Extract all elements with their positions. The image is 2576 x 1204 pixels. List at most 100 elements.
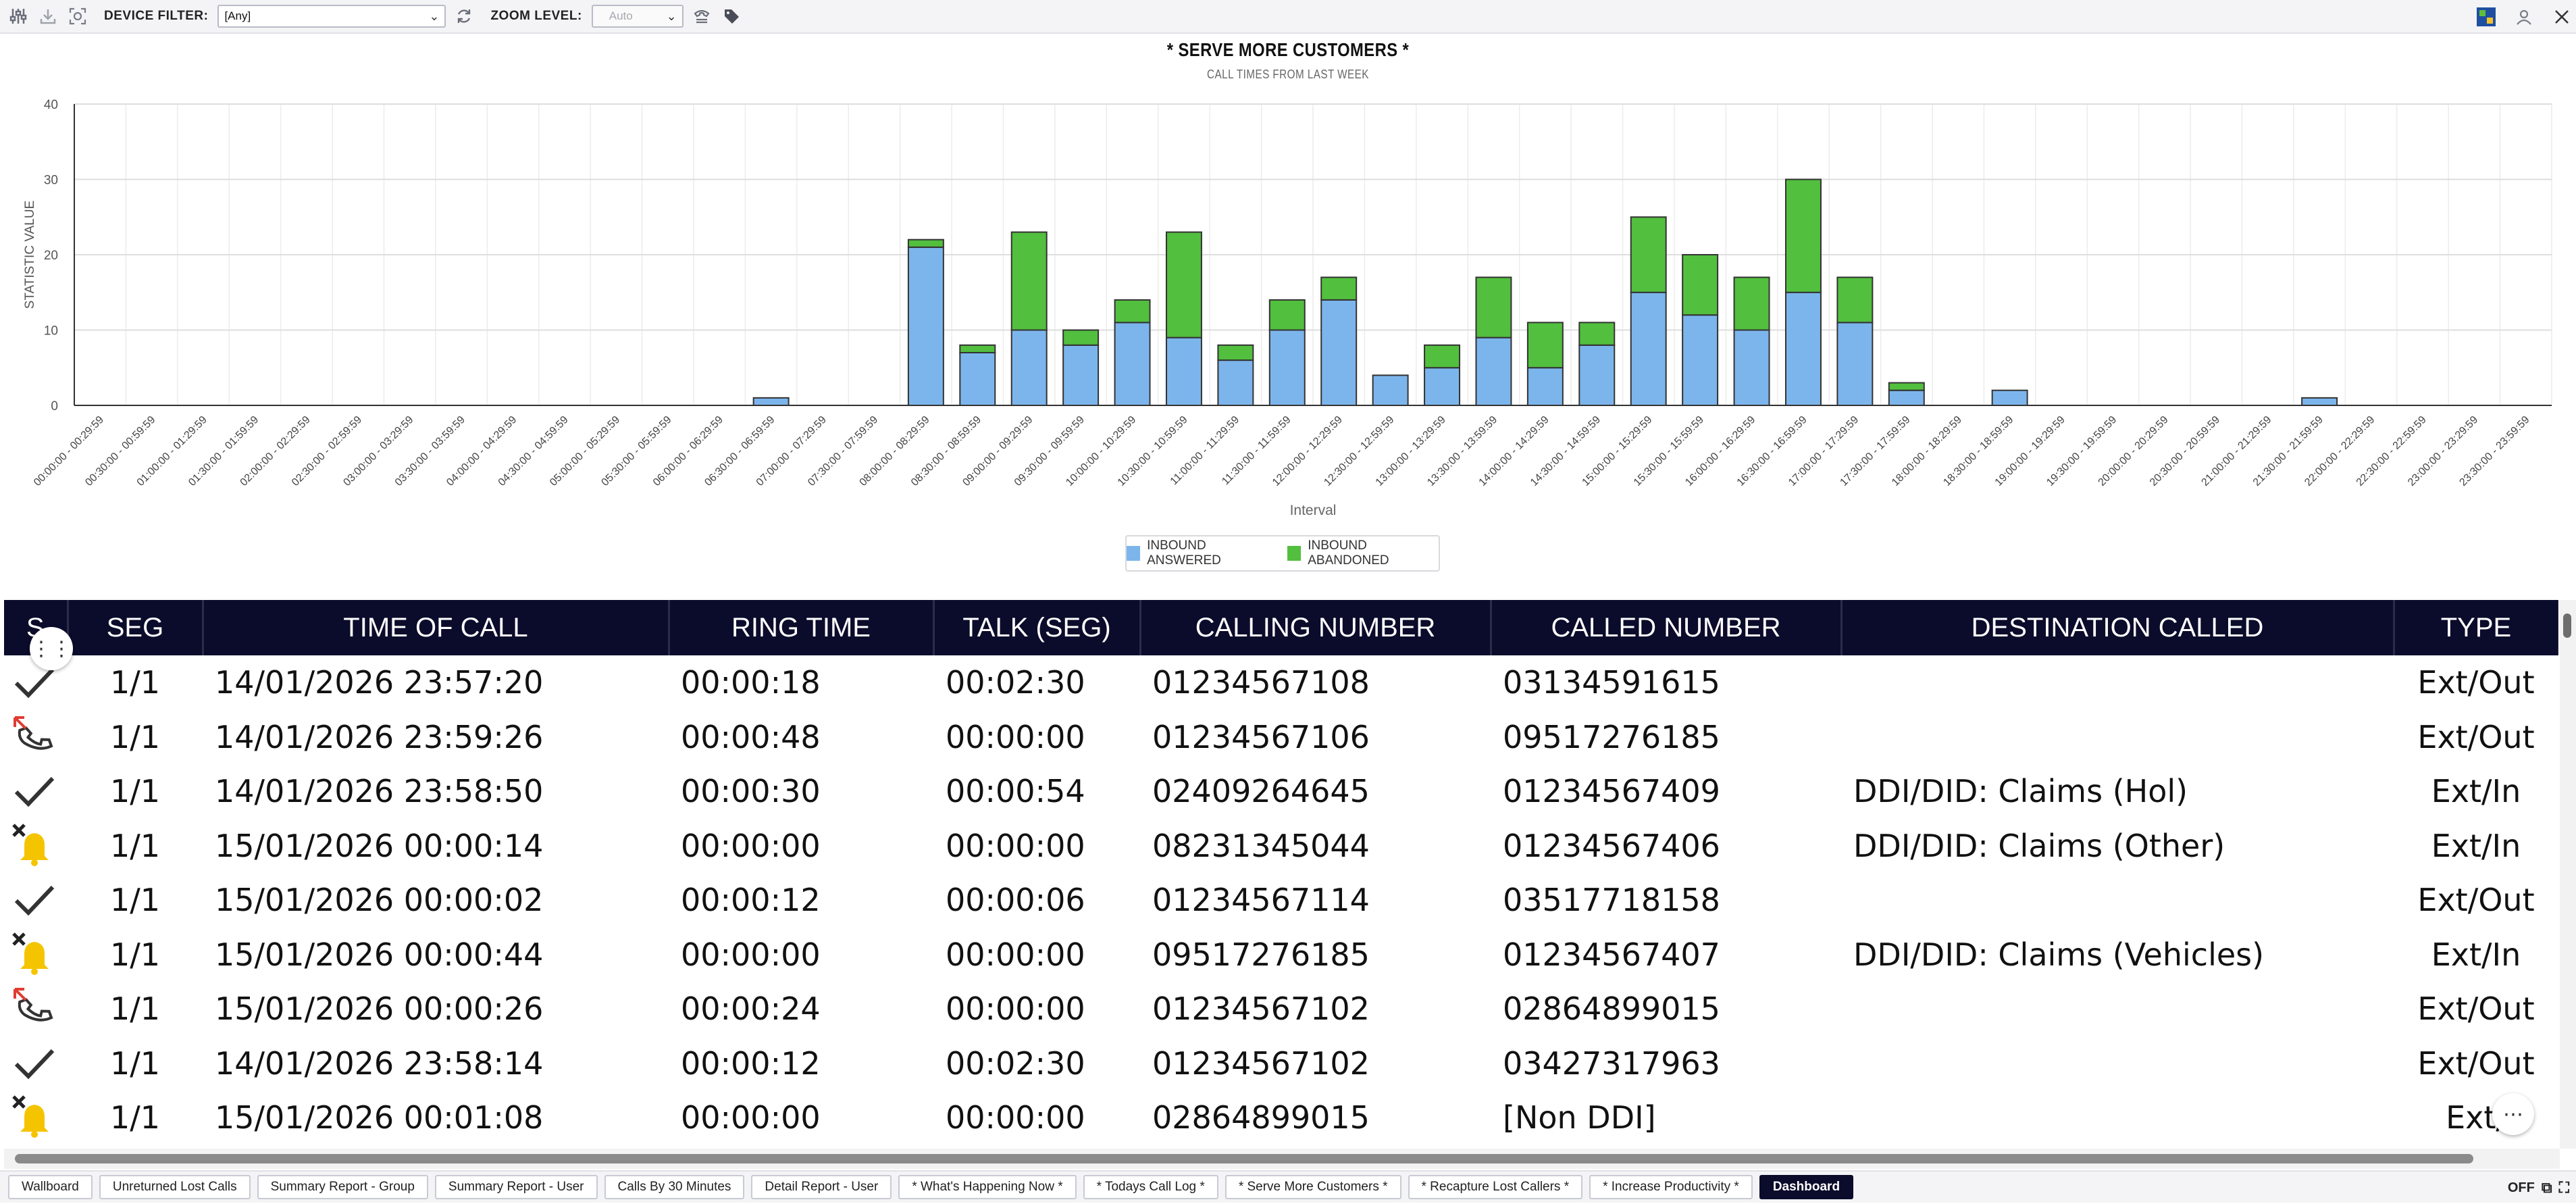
- table-row[interactable]: 1/1 14/01/2026 23:58:14 00:00:12 00:02:30 01…: [4, 1036, 2558, 1091]
- tab-dashboard[interactable]: Dashboard: [1759, 1175, 1854, 1199]
- cell-called: 03427317963: [1503, 1045, 1720, 1082]
- tab-detail-report-user[interactable]: Detail Report - User: [751, 1175, 892, 1199]
- drag-handle-icon[interactable]: ⋮⋮: [30, 627, 73, 670]
- tab-summary-report-user[interactable]: Summary Report - User: [434, 1175, 598, 1199]
- table-row[interactable]: 1/1 14/01/2026 23:57:20 00:00:18 00:02:30 01…: [4, 655, 2558, 710]
- col-header-called-number[interactable]: CALLED NUMBER: [1491, 600, 1843, 655]
- bar-abandoned: [907, 239, 944, 248]
- cell-called: 01234567409: [1503, 773, 1720, 810]
- cell-ring: 00:00:24: [681, 990, 821, 1028]
- bar-answered: [2301, 397, 2338, 406]
- more-options-icon[interactable]: ⋯: [2492, 1093, 2534, 1135]
- bar-answered: [1784, 291, 1822, 406]
- cell-ring: 00:00:12: [681, 1045, 821, 1082]
- chevron-down-icon: ⌄: [666, 9, 677, 23]
- tab-todays-call-log[interactable]: * Todays Call Log *: [1083, 1175, 1218, 1199]
- status-cell: [4, 655, 68, 710]
- screenshot-icon[interactable]: [66, 5, 89, 28]
- vertical-scrollbar[interactable]: [2560, 600, 2576, 1149]
- cell-calling: 01234567108: [1152, 664, 1370, 701]
- legend-label-answered: INBOUND ANSWERED: [1147, 538, 1221, 568]
- missed-bell-icon: [11, 822, 68, 870]
- col-header-ring-time[interactable]: RING TIME: [669, 600, 935, 655]
- report-tabs: Wallboard Unreturned Lost Calls Summary Re…: [0, 1170, 2576, 1203]
- table-row[interactable]: 1/1 15/01/2026 00:00:14 00:00:00 00:00:00 08…: [4, 819, 2558, 874]
- cell-seg: 1/1: [109, 1099, 161, 1136]
- table-row[interactable]: 1/1 15/01/2026 00:01:08 00:00:00 00:00:00 02…: [4, 1090, 2558, 1145]
- bar-answered: [1010, 329, 1048, 406]
- col-header-type[interactable]: TYPE: [2394, 600, 2558, 655]
- tab-wallboard[interactable]: Wallboard: [8, 1175, 93, 1199]
- table-row[interactable]: 1/1 14/01/2026 23:58:50 00:00:30 00:00:54 02…: [4, 764, 2558, 819]
- window-restore-icon[interactable]: ⧉: [2541, 1179, 2552, 1196]
- zoom-level-select[interactable]: Auto ⌄: [591, 5, 684, 28]
- bar-answered: [752, 397, 790, 406]
- cell-ring: 00:00:12: [681, 882, 821, 919]
- tab-what-s-happening-now[interactable]: * What's Happening Now *: [898, 1175, 1077, 1199]
- col-header-time-of-call[interactable]: TIME OF CALL: [203, 600, 670, 655]
- zoom-level-label: ZOOM LEVEL:: [490, 9, 582, 23]
- fullscreen-icon[interactable]: ⛶: [2558, 1179, 2569, 1196]
- bar-abandoned: [1114, 299, 1151, 324]
- cell-type: Ext/In: [2431, 936, 2521, 973]
- cell-seg: 1/1: [109, 718, 161, 755]
- tab-recapture-lost-callers[interactable]: * Recapture Lost Callers *: [1408, 1175, 1583, 1199]
- phone-list-icon[interactable]: [690, 5, 713, 28]
- bar-answered: [1475, 336, 1512, 406]
- bar-abandoned: [1320, 276, 1358, 301]
- vertical-scroll-thumb[interactable]: [2563, 613, 2571, 638]
- horizontal-scroll-thumb[interactable]: [15, 1154, 2473, 1163]
- device-filter-select[interactable]: [Any] ⌄: [217, 5, 446, 28]
- missed-bell-icon: [11, 1094, 68, 1141]
- tab-unreturned-lost-calls[interactable]: Unreturned Lost Calls: [99, 1175, 251, 1199]
- user-icon[interactable]: [2513, 5, 2535, 28]
- y-tick-label: 30: [44, 174, 58, 188]
- bar-answered: [959, 351, 996, 407]
- refresh-icon[interactable]: [453, 5, 475, 28]
- bar-answered: [1268, 329, 1306, 406]
- cell-ring: 00:00:48: [681, 718, 821, 755]
- cell-time: 15/01/2026 00:00:02: [215, 882, 544, 919]
- col-header-seg[interactable]: SEG: [68, 600, 204, 655]
- bar-abandoned: [1836, 276, 1874, 324]
- download-icon[interactable]: [36, 5, 59, 28]
- cell-talk: 00:00:06: [946, 882, 1085, 919]
- col-header-destination-called[interactable]: DESTINATION CALLED: [1841, 600, 2395, 655]
- legend-item-abandoned[interactable]: INBOUND ABANDONED: [1287, 538, 1439, 568]
- chart-legend[interactable]: INBOUND ANSWERED INBOUND ABANDONED: [1125, 535, 1440, 572]
- bar-abandoned: [1578, 322, 1616, 346]
- cell-time: 14/01/2026 23:58:50: [215, 773, 544, 810]
- tab-increase-productivity[interactable]: * Increase Productivity *: [1589, 1175, 1753, 1199]
- status-cell: [4, 1090, 68, 1145]
- table-row[interactable]: 1/1 14/01/2026 23:59:26 00:00:48 00:00:00 01…: [4, 710, 2558, 765]
- table-row[interactable]: 1/1 15/01/2026 00:00:26 00:00:24 00:00:00 01…: [4, 982, 2558, 1036]
- zoom-level-value: Auto: [609, 9, 633, 22]
- status-cell: [4, 928, 68, 982]
- tag-icon[interactable]: [720, 5, 743, 28]
- filter-settings-icon[interactable]: [7, 5, 30, 28]
- cell-dest: [1841, 1036, 2394, 1091]
- cell-ring: 00:00:00: [681, 1099, 821, 1136]
- tab-summary-report-group[interactable]: Summary Report - Group: [257, 1175, 428, 1199]
- failed-call-icon: [11, 713, 68, 761]
- tab-serve-more-customers[interactable]: * Serve More Customers *: [1225, 1175, 1401, 1199]
- close-icon[interactable]: [2550, 5, 2573, 28]
- device-filter-value: [Any]: [224, 9, 251, 22]
- table-row[interactable]: 1/1 15/01/2026 00:00:44 00:00:00 00:00:00 09…: [4, 928, 2558, 982]
- horizontal-scrollbar[interactable]: [4, 1149, 2560, 1169]
- cell-called: 01234567407: [1503, 936, 1720, 973]
- col-header-calling-number[interactable]: CALLING NUMBER: [1140, 600, 1492, 655]
- legend-item-answered[interactable]: INBOUND ANSWERED: [1127, 538, 1271, 568]
- cell-dest: [1841, 710, 2394, 765]
- col-header-talk-seg[interactable]: TALK (SEG): [933, 600, 1141, 655]
- cell-dest: [1841, 655, 2394, 710]
- bar-abandoned: [1268, 299, 1306, 331]
- table-row[interactable]: 1/1 15/01/2026 00:00:02 00:00:12 00:00:06 01…: [4, 873, 2558, 928]
- tab-calls-by-30-minutes[interactable]: Calls By 30 Minutes: [604, 1175, 745, 1199]
- auto-refresh-toggle[interactable]: OFF: [2507, 1180, 2535, 1195]
- cell-called: 03134591615: [1503, 664, 1720, 701]
- status-cell: [4, 710, 68, 765]
- device-filter-label: DEVICE FILTER:: [104, 9, 209, 23]
- bar-answered: [1578, 344, 1616, 406]
